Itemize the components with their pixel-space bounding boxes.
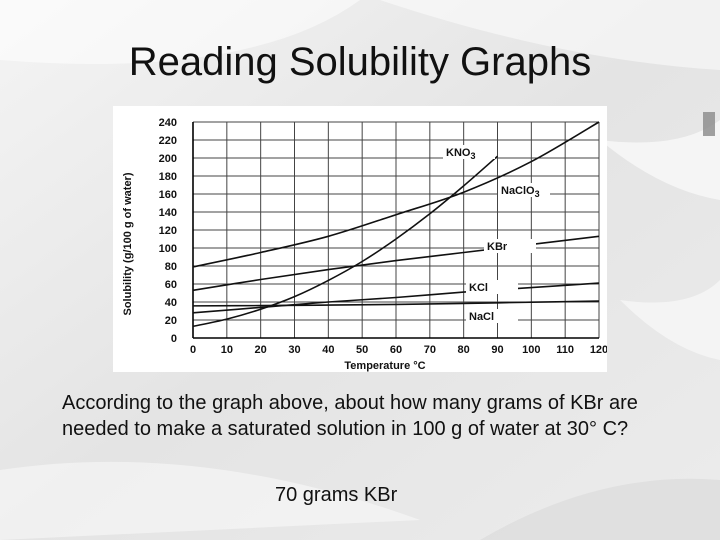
y-tick-label: 40 xyxy=(165,297,177,309)
y-tick-label: 20 xyxy=(165,315,177,327)
x-tick-label: 20 xyxy=(255,344,267,356)
x-tick-label: 70 xyxy=(424,344,436,356)
x-tick-label: 50 xyxy=(356,344,368,356)
y-tick-label: 180 xyxy=(159,171,177,183)
x-tick-label: 60 xyxy=(390,344,402,356)
x-tick-label: 90 xyxy=(491,344,503,356)
y-tick-label: 60 xyxy=(165,279,177,291)
x-tick-label: 0 xyxy=(190,344,196,356)
answer-text: 70 grams KBr xyxy=(275,484,398,506)
x-tick-label: 110 xyxy=(556,344,574,356)
x-tick-label: 40 xyxy=(322,344,334,356)
y-tick-label: 160 xyxy=(159,189,177,201)
series-label-bg-kbr xyxy=(484,239,536,253)
solubility-chart: 0 10 20 30 40 50 60 70 80 90 100 110 120 0 20 40 60 80 100… xyxy=(113,106,607,372)
series-line-naclo3 xyxy=(192,121,600,268)
series-line-kcl xyxy=(192,282,600,314)
series-label-bg-kcl xyxy=(466,280,518,294)
x-tick-label: 30 xyxy=(288,344,300,356)
x-tick-label: 100 xyxy=(522,344,540,356)
x-tick-label: 80 xyxy=(458,344,470,356)
chart-svg: 0 10 20 30 40 50 60 70 80 90 100 110 120 0 20 40 60 80 100… xyxy=(122,117,607,372)
series-label-naclo3: NaClO3 xyxy=(501,185,540,199)
question-text: According to the graph above, about how … xyxy=(62,392,638,440)
x-tick-label: 10 xyxy=(221,344,233,356)
series-line-nacl xyxy=(192,300,600,307)
y-tick-label: 100 xyxy=(159,243,177,255)
series-label-bg-nacl xyxy=(466,309,518,323)
y-tick-label: 0 xyxy=(171,333,177,345)
x-tick-label: 120 xyxy=(590,344,607,356)
y-tick-label: 120 xyxy=(159,225,177,237)
y-tick-label: 80 xyxy=(165,261,177,273)
series-label-kno3: KNO3 xyxy=(446,147,475,161)
y-tick-label: 140 xyxy=(159,207,177,219)
series-line-kno3 xyxy=(192,155,499,328)
series-label-bg-kno3 xyxy=(443,145,495,159)
series-label-kcl: KCl xyxy=(469,282,488,294)
y-tick-label: 200 xyxy=(159,153,177,165)
y-axis-title: Solubility (g/100 g of water) xyxy=(122,172,134,315)
slide-title: Reading Solubility Graphs xyxy=(128,40,592,84)
series-label-nacl: NaCl xyxy=(469,311,494,323)
y-tick-label: 240 xyxy=(159,117,177,129)
series-label-bg-naclo3 xyxy=(498,183,550,197)
y-tick-label: 220 xyxy=(159,135,177,147)
x-axis-title: Temperature °C xyxy=(344,360,425,372)
series-label-kbr: KBr xyxy=(487,241,508,253)
